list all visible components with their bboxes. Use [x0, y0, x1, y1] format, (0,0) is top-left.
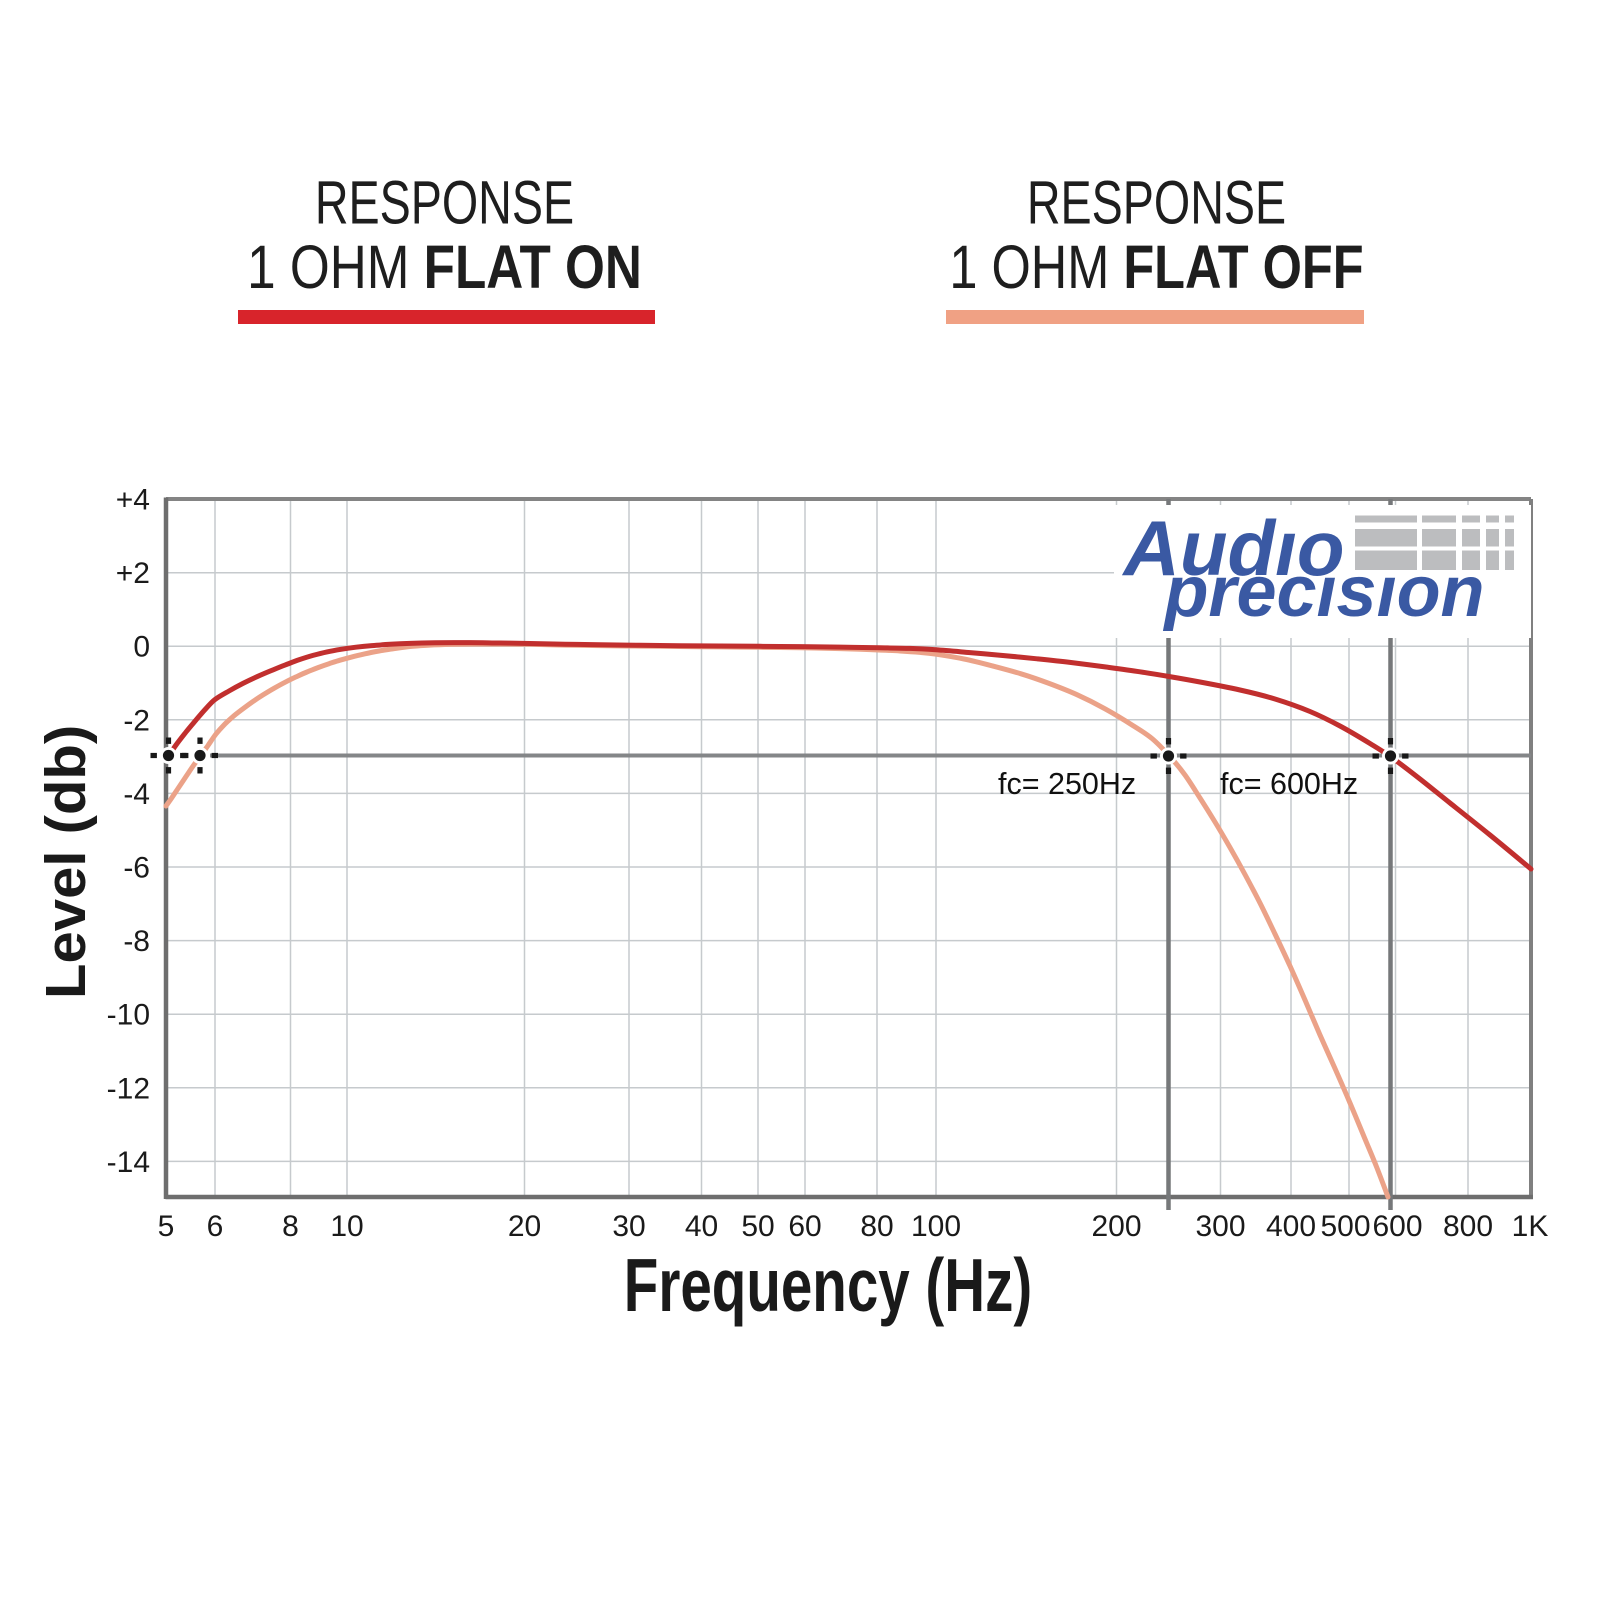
- svg-text:800: 800: [1443, 1210, 1493, 1243]
- svg-text:-2: -2: [123, 704, 150, 737]
- svg-text:-4: -4: [123, 778, 150, 811]
- svg-text:RESPONSE: RESPONSE: [1027, 168, 1286, 237]
- svg-text:1K: 1K: [1512, 1210, 1549, 1243]
- svg-text:-6: -6: [123, 852, 150, 885]
- svg-text:40: 40: [685, 1210, 718, 1243]
- svg-text:1 OHM FLAT ON: 1 OHM FLAT ON: [247, 233, 642, 301]
- svg-text:-10: -10: [107, 999, 150, 1032]
- svg-text:400: 400: [1266, 1210, 1316, 1243]
- svg-text:-8: -8: [123, 925, 150, 958]
- svg-text:+4: +4: [116, 484, 150, 517]
- svg-text:fc= 600Hz: fc= 600Hz: [1220, 767, 1358, 801]
- svg-text:RESPONSE: RESPONSE: [315, 168, 574, 237]
- svg-text:10: 10: [330, 1210, 363, 1243]
- svg-text:100: 100: [911, 1210, 961, 1243]
- svg-text:60: 60: [788, 1210, 821, 1243]
- svg-text:6: 6: [207, 1210, 224, 1243]
- svg-text:80: 80: [860, 1210, 893, 1243]
- svg-text:500: 500: [1320, 1210, 1370, 1243]
- svg-text:50: 50: [741, 1210, 774, 1243]
- svg-text:Audıo: Audıo: [1122, 504, 1345, 592]
- svg-text:30: 30: [612, 1210, 645, 1243]
- svg-text:1 OHM FLAT OFF: 1 OHM FLAT OFF: [949, 232, 1363, 301]
- svg-text:300: 300: [1195, 1210, 1245, 1243]
- svg-text:Level (db): Level (db): [34, 725, 97, 999]
- svg-text:5: 5: [158, 1210, 175, 1243]
- svg-text:-14: -14: [107, 1146, 150, 1179]
- svg-text:20: 20: [508, 1210, 541, 1243]
- svg-text:fc= 250Hz: fc= 250Hz: [998, 767, 1136, 801]
- svg-text:8: 8: [282, 1210, 299, 1243]
- svg-text:600: 600: [1372, 1210, 1422, 1243]
- svg-text:0: 0: [133, 631, 150, 664]
- svg-text:200: 200: [1091, 1210, 1141, 1243]
- svg-text:Frequency (Hz): Frequency (Hz): [624, 1244, 1032, 1328]
- svg-text:+2: +2: [116, 557, 150, 590]
- svg-text:-12: -12: [107, 1072, 150, 1105]
